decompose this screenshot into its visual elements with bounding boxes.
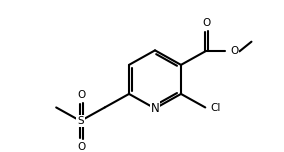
Text: O: O [77, 90, 85, 100]
Text: O: O [202, 19, 210, 28]
Text: O: O [230, 46, 239, 56]
Text: O: O [77, 142, 85, 152]
Text: N: N [151, 102, 159, 115]
Text: Cl: Cl [210, 103, 220, 113]
Text: S: S [77, 116, 84, 126]
